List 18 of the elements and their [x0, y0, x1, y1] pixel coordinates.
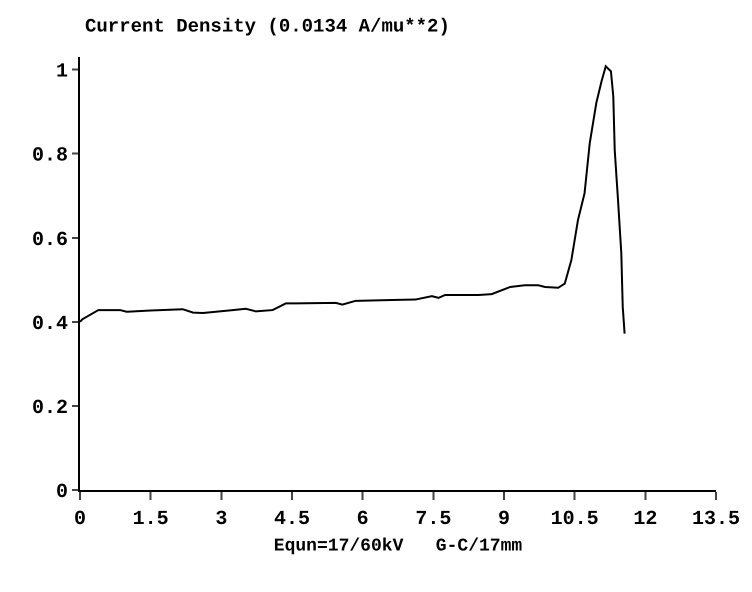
x-tick-label: 6: [356, 508, 369, 531]
x-tick-label: 12: [633, 508, 658, 531]
x-tick-label: 4.5: [274, 508, 310, 531]
x-tick-label: 10.5: [550, 508, 599, 531]
chart-title: Current Density (0.0134 A/mu**2): [85, 15, 450, 38]
y-tick-label: 0.4: [32, 312, 68, 336]
y-tick-label: 0.6: [32, 228, 68, 252]
x-axis-title: Equn=17/60kV G-C/17mm: [274, 536, 522, 557]
x-tick-label: 13.5: [692, 508, 740, 531]
x-tick-label: 0: [74, 508, 86, 531]
x-tick-label: 7.5: [415, 508, 452, 531]
x-tick-label: 1.5: [132, 508, 169, 531]
x-tick-label: 9: [498, 508, 510, 531]
y-tick-label: 0.2: [32, 396, 68, 420]
y-tick-label: 0: [56, 481, 68, 504]
x-tick-label: 3: [215, 508, 228, 531]
y-tick-label: 1: [56, 60, 68, 84]
y-tick-label: 0.8: [32, 144, 68, 168]
